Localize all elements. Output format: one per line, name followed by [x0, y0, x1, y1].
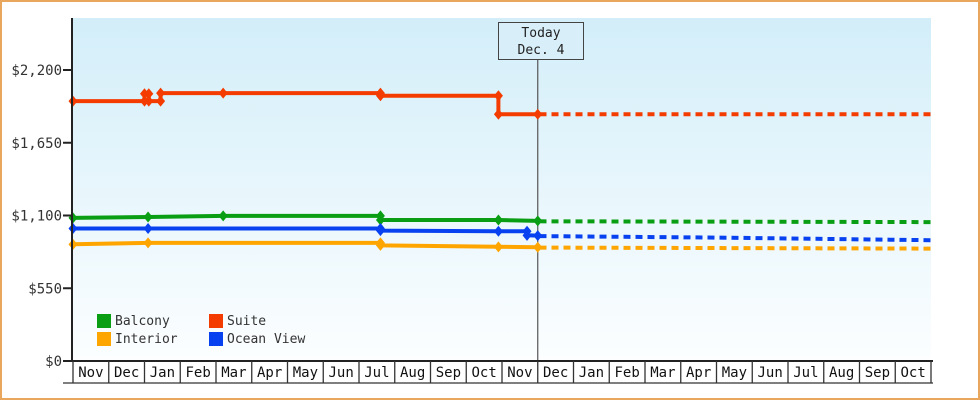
data-point-suite [493, 90, 503, 102]
y-tick-label: $2,200 [11, 63, 62, 79]
month-label: Mar [650, 365, 675, 381]
y-tick-label: $0 [45, 354, 62, 370]
data-point-suite [156, 95, 166, 107]
data-point-interior [533, 241, 543, 253]
today-annotation-box: Today Dec. 4 [498, 22, 584, 60]
month-label: Sep [436, 365, 461, 381]
data-point-balcony [218, 210, 228, 222]
suite-swatch-icon [209, 314, 223, 328]
legend-label-balcony: Balcony [115, 313, 170, 329]
y-tick-label: $1,650 [11, 136, 62, 152]
month-label: Dec [114, 365, 139, 381]
data-point-balcony [375, 214, 385, 226]
data-point-suite [493, 108, 503, 120]
month-label: Mar [221, 365, 246, 381]
legend-label-suite: Suite [227, 313, 267, 329]
data-point-ocean-view [375, 225, 385, 237]
month-label: Jul [793, 365, 818, 381]
month-label: Jul [364, 365, 389, 381]
balcony-swatch-icon [97, 314, 111, 328]
today-date: Dec. 4 [517, 43, 565, 58]
month-label: Oct [471, 365, 496, 381]
today-label: Today [521, 26, 561, 41]
data-point-ocean-view [522, 229, 532, 241]
month-label: Dec [543, 365, 568, 381]
y-tick-label: $1,100 [11, 209, 62, 225]
data-point-balcony [143, 211, 153, 223]
legend-item-balcony: Balcony [97, 313, 170, 329]
data-point-ocean-view [143, 222, 153, 234]
data-point-interior [143, 237, 153, 249]
data-point-ocean-view [533, 230, 543, 242]
month-label: Jan [579, 365, 604, 381]
month-label: Oct [900, 365, 925, 381]
data-point-suite [218, 87, 228, 99]
legend-item-suite: Suite [209, 313, 266, 329]
y-tick-label: $550 [28, 281, 62, 297]
month-label: Jun [328, 365, 353, 381]
month-label: Feb [185, 365, 210, 381]
legend-label-interior: Interior [115, 331, 178, 347]
month-label: Feb [614, 365, 639, 381]
data-point-suite [144, 95, 154, 107]
month-label: Aug [400, 365, 425, 381]
ocean-view-swatch-icon [209, 332, 223, 346]
data-point-interior [375, 239, 385, 251]
legend-item-interior: Interior [97, 331, 178, 347]
data-point-ocean-view [493, 225, 503, 237]
legend-item-ocean-view: Ocean View [209, 331, 305, 347]
plot-area [72, 18, 931, 361]
data-point-balcony [533, 215, 543, 227]
month-label: Sep [865, 365, 890, 381]
legend-label-ocean-view: Ocean View [227, 331, 306, 347]
data-point-suite [144, 88, 154, 100]
month-label: Jan [150, 365, 175, 381]
data-point-suite [156, 87, 166, 99]
data-point-balcony [493, 214, 503, 226]
month-label: Nov [78, 365, 103, 381]
series-projection-balcony [539, 219, 932, 225]
data-point-suite [375, 90, 385, 102]
month-label: Apr [686, 365, 711, 381]
month-label: Apr [257, 365, 282, 381]
data-point-suite [533, 108, 543, 120]
month-label: May [722, 365, 747, 381]
data-point-interior [493, 241, 503, 253]
month-label: Jun [757, 365, 782, 381]
month-label: Nov [507, 365, 532, 381]
month-label: May [293, 365, 318, 381]
series-projection-interior [539, 245, 932, 251]
interior-swatch-icon [97, 332, 111, 346]
month-label: Aug [829, 365, 854, 381]
